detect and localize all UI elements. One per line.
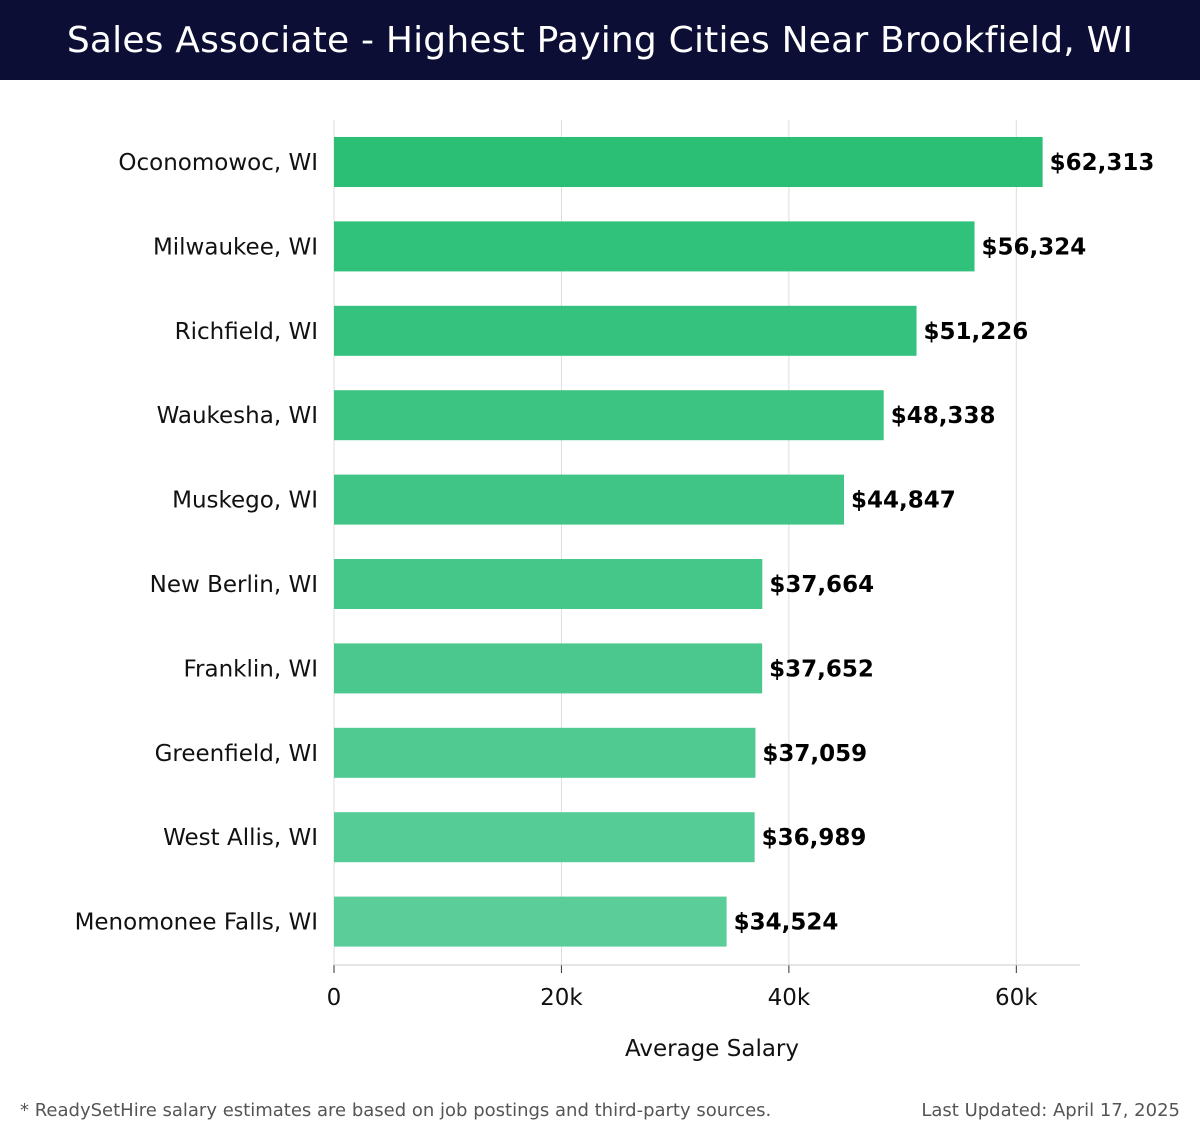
value-label: $56,324 (982, 234, 1087, 260)
value-label: $51,226 (924, 319, 1029, 345)
bar (334, 390, 884, 441)
value-label: $37,059 (762, 741, 867, 767)
value-label: $62,313 (1050, 150, 1155, 176)
category-label: Menomonee Falls, WI (75, 910, 318, 936)
value-label: $37,664 (769, 572, 874, 598)
bar (334, 137, 1043, 187)
value-label: $37,652 (769, 656, 874, 682)
bar (334, 474, 844, 525)
title-bar: Sales Associate - Highest Paying Cities … (0, 0, 1200, 80)
last-updated: Last Updated: April 17, 2025 (921, 1100, 1180, 1121)
category-label: Milwaukee, WI (153, 234, 318, 260)
value-label: $44,847 (851, 488, 956, 514)
bar (334, 559, 763, 609)
value-label: $36,989 (762, 825, 867, 851)
category-label: West Allis, WI (163, 825, 318, 851)
category-label: Richfield, WI (175, 319, 318, 345)
category-label: Waukesha, WI (157, 403, 318, 429)
bar (334, 221, 975, 272)
x-tick-label: 0 (327, 985, 342, 1011)
bars (334, 137, 1043, 947)
x-axis: 0 20k 40k 60k Average Salary (327, 964, 1080, 1062)
bar (334, 812, 755, 863)
category-label: Oconomowoc, WI (118, 150, 318, 176)
footnote: * ReadySetHire salary estimates are base… (20, 1100, 772, 1121)
category-label: Greenfield, WI (155, 741, 318, 767)
value-label: $48,338 (891, 403, 996, 429)
bar (334, 643, 763, 694)
x-tick-label: 20k (540, 985, 583, 1011)
bar (334, 305, 917, 356)
category-label: Muskego, WI (172, 488, 318, 514)
x-tick-label: 60k (995, 985, 1038, 1011)
value-label: $34,524 (734, 910, 839, 936)
x-axis-title: Average Salary (625, 1036, 799, 1062)
category-label: New Berlin, WI (150, 572, 318, 598)
bar (334, 727, 756, 778)
x-tick-label: 40k (768, 985, 811, 1011)
chart-title: Sales Associate - Highest Paying Cities … (66, 19, 1134, 61)
bar (334, 896, 727, 947)
labels: Oconomowoc, WI $62,313 Milwaukee, WI $56,32… (75, 150, 1155, 936)
category-label: Franklin, WI (183, 656, 318, 682)
